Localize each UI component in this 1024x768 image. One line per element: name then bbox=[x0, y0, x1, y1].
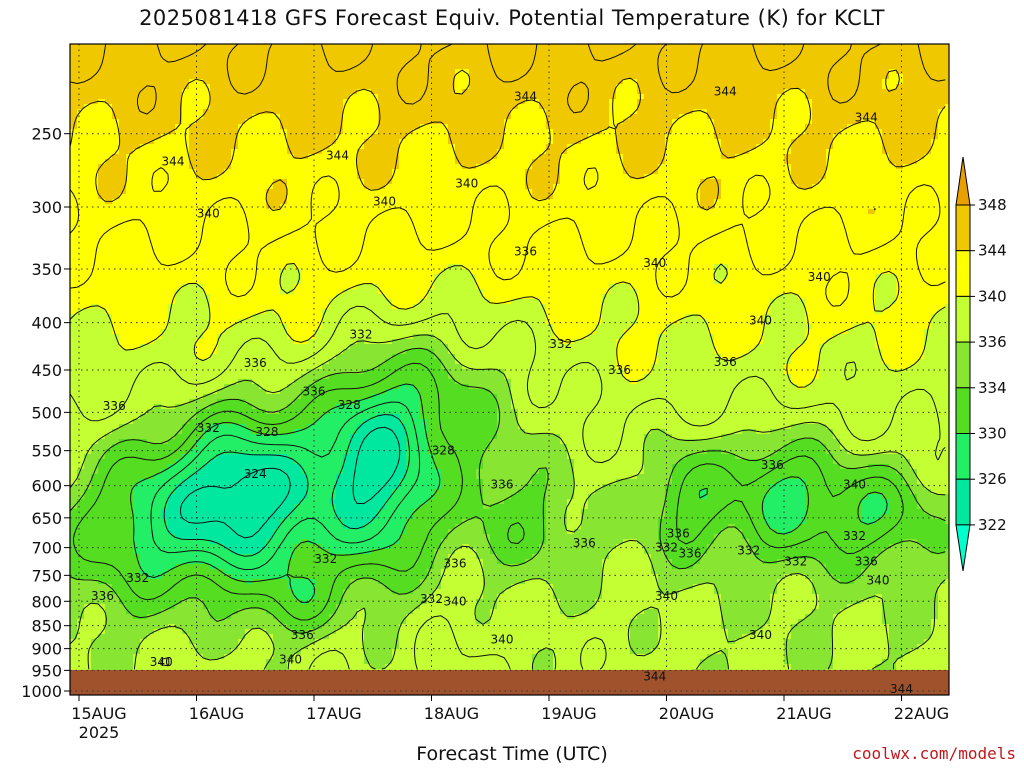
y-tick-label: 650 bbox=[31, 509, 62, 528]
contour-value-label: 336 bbox=[855, 555, 878, 569]
x-axis-label: Forecast Time (UTC) bbox=[416, 743, 608, 765]
y-tick-label: 750 bbox=[31, 566, 62, 585]
chart-title: 2025081418 GFS Forecast Equiv. Potential… bbox=[139, 6, 885, 30]
contour-value-label: 340 bbox=[444, 594, 467, 608]
colorbar-box bbox=[955, 341, 971, 389]
contour-value-label: 336 bbox=[761, 458, 784, 472]
contour-value-label: 340 bbox=[643, 256, 666, 270]
x-tick-label: 16AUG bbox=[189, 704, 244, 723]
contour-value-label: 340 bbox=[808, 270, 831, 284]
contour-lines bbox=[70, 44, 946, 670]
contour-value-label: 340 bbox=[491, 633, 514, 647]
contour-value-label: 344 bbox=[714, 84, 737, 98]
contour-value-label: 336 bbox=[573, 536, 596, 550]
credit-text: coolwx.com/models bbox=[852, 744, 1016, 763]
contour-value-label: 336 bbox=[514, 244, 537, 258]
contour-value-label: 328 bbox=[338, 398, 361, 412]
colorbar-box bbox=[955, 387, 971, 434]
x-tick-label: 19AUG bbox=[541, 704, 596, 723]
contour-value-label: 336 bbox=[303, 385, 326, 399]
colorbar-top-arrow bbox=[955, 156, 971, 206]
colorbar-label: 322 bbox=[978, 516, 1007, 534]
contour-value-label: 336 bbox=[103, 399, 126, 413]
contour-value-label: 340 bbox=[197, 207, 220, 221]
contour-value-label: 340 bbox=[150, 655, 173, 669]
contour-value-label: 340 bbox=[843, 477, 866, 491]
colorbar-label: 340 bbox=[978, 287, 1007, 305]
colorbar-label: 330 bbox=[978, 425, 1007, 443]
contour-value-label: 332 bbox=[549, 337, 572, 351]
contour-value-label: 328 bbox=[432, 444, 455, 458]
contour-value-label: 344 bbox=[890, 682, 913, 696]
contour-value-label: 340 bbox=[279, 653, 302, 667]
contour-value-label: 344 bbox=[643, 670, 666, 684]
y-tick-label: 250 bbox=[31, 125, 62, 144]
contour-value-label: 332 bbox=[843, 529, 866, 543]
x-tick-label: 20AUG bbox=[659, 704, 714, 723]
contour-value-label: 332 bbox=[126, 571, 149, 585]
contour-value-label: 344 bbox=[855, 110, 878, 124]
y-tick-label: 900 bbox=[31, 640, 62, 659]
colorbar-box bbox=[955, 250, 971, 297]
y-tick-label: 800 bbox=[31, 592, 62, 611]
y-tick-label: 550 bbox=[31, 442, 62, 461]
x-year-label: 2025 bbox=[79, 723, 120, 742]
contour-value-label: 336 bbox=[491, 477, 514, 491]
x-tick-label: 21AUG bbox=[776, 704, 831, 723]
y-tick-label: 350 bbox=[31, 260, 62, 279]
contour-value-label: 344 bbox=[326, 149, 349, 163]
contour-value-label: 324 bbox=[244, 467, 267, 481]
colorbar-label: 348 bbox=[978, 196, 1007, 214]
colorbar-label: 334 bbox=[978, 379, 1007, 397]
y-tick-label: 400 bbox=[31, 314, 62, 333]
colorbar-label: 326 bbox=[978, 470, 1007, 488]
contour-value-label: 340 bbox=[867, 574, 890, 588]
contour-value-label: 336 bbox=[444, 556, 467, 570]
colorbar-box bbox=[955, 433, 971, 480]
x-tick-label: 15AUG bbox=[71, 704, 126, 723]
colorbar-box bbox=[955, 478, 971, 526]
contour-value-label: 340 bbox=[655, 589, 678, 603]
y-tick-label: 850 bbox=[31, 617, 62, 636]
y-tick-label: 500 bbox=[31, 403, 62, 422]
contour-value-label: 336 bbox=[91, 589, 114, 603]
y-tick-label: 600 bbox=[31, 477, 62, 496]
ground-layer bbox=[70, 670, 949, 695]
x-tick-label: 22AUG bbox=[894, 704, 949, 723]
contour-value-label: 332 bbox=[197, 421, 220, 435]
y-tick-label: 300 bbox=[31, 198, 62, 217]
contour-value-label: 344 bbox=[514, 90, 537, 104]
y-tick-label: 950 bbox=[31, 661, 62, 680]
color-fill bbox=[70, 44, 949, 675]
contour-value-label: 332 bbox=[420, 592, 443, 606]
colorbar-label: 336 bbox=[978, 333, 1007, 351]
colorbar-box bbox=[955, 295, 971, 343]
contour-value-label: 340 bbox=[373, 195, 396, 209]
colorbar-box bbox=[955, 204, 971, 252]
contour-value-label: 332 bbox=[655, 541, 678, 555]
contour-value-label: 340 bbox=[749, 314, 772, 328]
contour-value-label: 336 bbox=[608, 363, 631, 377]
contour-value-label: 332 bbox=[737, 543, 760, 557]
x-tick-label: 17AUG bbox=[306, 704, 361, 723]
y-tick-label: 700 bbox=[31, 539, 62, 558]
colorbar-label: 344 bbox=[978, 242, 1007, 260]
contour-value-label: 332 bbox=[350, 328, 373, 342]
contour-value-label: 336 bbox=[714, 355, 737, 369]
contour-value-label: 336 bbox=[667, 527, 690, 541]
x-tick-label: 18AUG bbox=[424, 704, 479, 723]
contour-value-label: 332 bbox=[784, 555, 807, 569]
contour-value-label: 328 bbox=[256, 425, 279, 439]
contour-value-label: 340 bbox=[455, 177, 478, 191]
contour-value-label: 332 bbox=[314, 552, 337, 566]
y-tick-label: 1000 bbox=[21, 682, 62, 701]
contour-value-label: 344 bbox=[162, 155, 185, 169]
colorbar-bottom-arrow bbox=[955, 524, 971, 571]
contour-value-label: 336 bbox=[679, 546, 702, 560]
contour-value-label: 336 bbox=[244, 356, 267, 370]
contour-value-label: 336 bbox=[291, 628, 314, 642]
y-tick-label: 450 bbox=[31, 361, 62, 380]
contour-value-label: 340 bbox=[749, 628, 772, 642]
